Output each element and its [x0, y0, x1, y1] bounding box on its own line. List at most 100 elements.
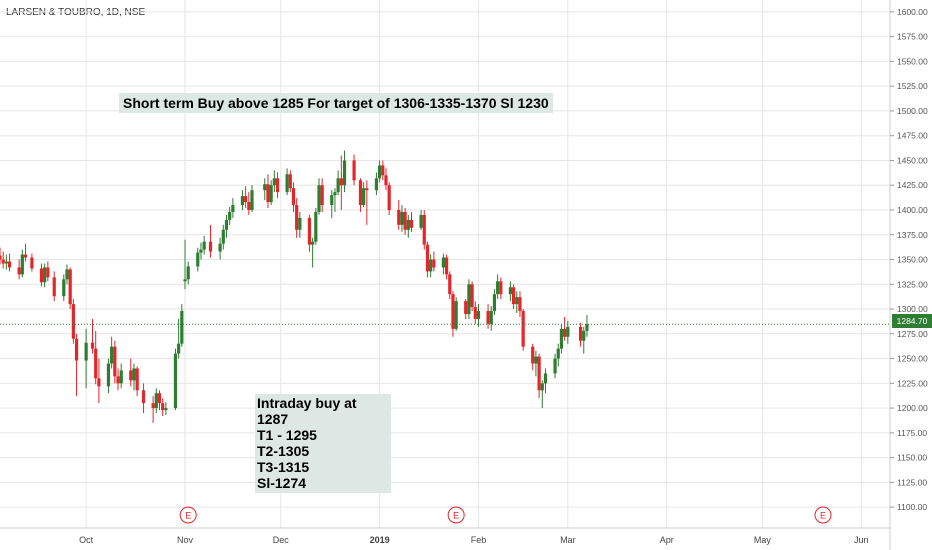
candle-up [173, 348, 178, 411]
candle-body [231, 205, 235, 212]
candle-down [320, 178, 324, 212]
candle-down [397, 200, 401, 230]
candle-body [314, 211, 318, 242]
candle-up [180, 304, 184, 347]
candle-up [419, 209, 423, 230]
candle-down [208, 224, 213, 258]
candle-body [311, 241, 315, 245]
candle-up [406, 214, 410, 238]
candle-body [444, 257, 449, 275]
candle-body [473, 307, 477, 319]
candle-down [161, 398, 165, 417]
candle-up [454, 297, 458, 331]
candle-body [71, 304, 75, 339]
candle-up [263, 178, 267, 201]
candle-down [129, 358, 133, 387]
candle-up [336, 170, 340, 196]
candle-up [154, 388, 158, 414]
y-tick-label: 1100.00 [897, 502, 927, 512]
candle-down [425, 241, 430, 278]
time-axis: Oct Nov Dec 2019 Feb Mar Apr May Jun [0, 527, 890, 545]
candle-body [288, 174, 292, 189]
candle-down [384, 168, 388, 191]
candle-body [186, 266, 190, 280]
candle-body [250, 190, 254, 210]
candle-up [317, 178, 321, 215]
candle-down [448, 271, 452, 300]
y-tick-label: 1300.00 [897, 304, 928, 314]
intraday-line: T1 - 1295 [257, 427, 317, 443]
candle-body [508, 287, 512, 295]
candle-down [473, 301, 477, 324]
candle-up [272, 170, 276, 193]
intraday-line: T2-1305 [257, 443, 310, 459]
candle-body [425, 244, 430, 272]
x-tick-label: May [754, 535, 772, 545]
candle-up [65, 264, 69, 285]
top-note: Short term Buy above 1285 For target of … [119, 93, 553, 113]
candle-down [464, 299, 468, 319]
candle-down [7, 253, 12, 272]
y-tick-label: 1575.00 [897, 32, 928, 42]
intraday-line: Sl-1274 [257, 475, 307, 491]
candle-up [298, 211, 302, 238]
candle-body [511, 287, 516, 305]
candle-up [585, 314, 589, 337]
candle-body [419, 214, 423, 228]
candle-body [30, 257, 34, 269]
candle-body [7, 261, 12, 268]
candle-down [94, 330, 98, 385]
candle-body [0, 255, 2, 260]
candle-body [244, 196, 248, 203]
candle-body [90, 342, 95, 349]
candle-body [228, 211, 232, 220]
x-tick-label: Mar [560, 535, 576, 545]
candle-up [441, 253, 446, 275]
candle-body [515, 297, 519, 305]
candle-body [154, 393, 158, 409]
x-tick-label: Dec [273, 535, 290, 545]
candle-body [106, 363, 111, 387]
earnings-marker-icon [179, 506, 197, 524]
candle-body [173, 353, 178, 409]
candle-up [240, 190, 245, 210]
candle-down [444, 254, 449, 280]
candle-down [266, 174, 270, 209]
candle-up [515, 291, 519, 314]
candle-body [534, 356, 538, 364]
candle-down [511, 284, 516, 310]
candle-down [518, 291, 522, 317]
candle-body [196, 252, 200, 267]
candle-series [0, 150, 589, 423]
candle-down [339, 155, 343, 210]
candle-body [537, 356, 541, 391]
candle-body [52, 277, 56, 297]
earnings-marker-label: E [453, 511, 459, 521]
candle-body [563, 328, 567, 337]
candle-body [266, 184, 270, 203]
candle-body [489, 311, 493, 324]
candle-up [362, 182, 366, 208]
candle-body [454, 301, 458, 329]
candle-up [492, 289, 497, 315]
candle-up [221, 224, 225, 250]
candle-up [218, 237, 222, 260]
candle-body [298, 217, 302, 230]
candle-body [208, 241, 213, 252]
candle-body [97, 378, 101, 387]
y-tick-label: 1125.00 [897, 477, 927, 487]
y-tick-label: 1600.00 [897, 7, 928, 17]
candle-up [62, 274, 66, 302]
candle-body [333, 192, 337, 196]
candle-up [196, 247, 200, 272]
candle-up [20, 249, 24, 278]
candle-down [403, 208, 407, 235]
candle-body [180, 311, 184, 344]
candle-down [244, 186, 248, 209]
candle-body [17, 267, 21, 275]
y-tick-label: 1150.00 [897, 453, 927, 463]
candle-up [540, 380, 544, 409]
candle-body [157, 393, 162, 404]
